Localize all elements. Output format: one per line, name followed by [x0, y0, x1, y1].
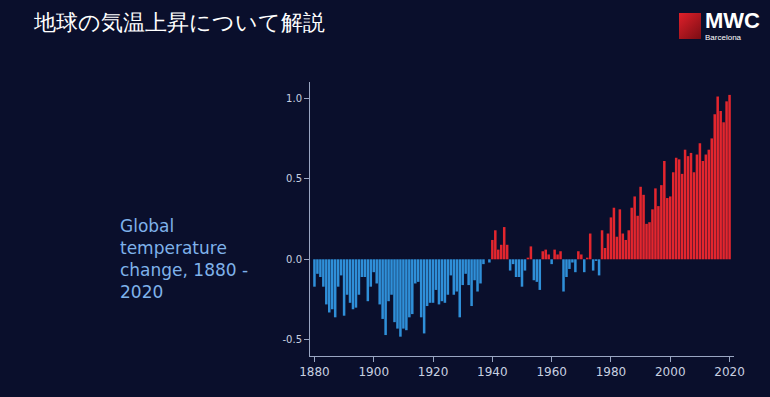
html-text:Global temperature change, 188: Global temperature change, 1880 - 2020: [120, 216, 249, 303]
svg-text:2020: 2020: [714, 365, 745, 379]
svg-text:1960: 1960: [536, 365, 567, 379]
svg-text:1940: 1940: [477, 365, 508, 379]
svg-text:1880: 1880: [299, 365, 330, 379]
svg-text:-0.5: -0.5: [282, 334, 302, 345]
svg-text:0.5: 0.5: [286, 173, 302, 184]
html-text:Barcelona: Barcelona: [705, 33, 741, 42]
svg-text:0.0: 0.0: [286, 254, 302, 265]
svg-text:1.0: 1.0: [286, 93, 302, 104]
html-text:MWC: MWC: [705, 8, 760, 33]
html-text:地球の気温上昇について解説: 地球の気温上昇について解説: [34, 10, 325, 35]
svg-text:1900: 1900: [358, 365, 389, 379]
svg-text:2000: 2000: [655, 365, 686, 379]
svg-text:1920: 1920: [418, 365, 449, 379]
svg-text:1980: 1980: [596, 365, 627, 379]
